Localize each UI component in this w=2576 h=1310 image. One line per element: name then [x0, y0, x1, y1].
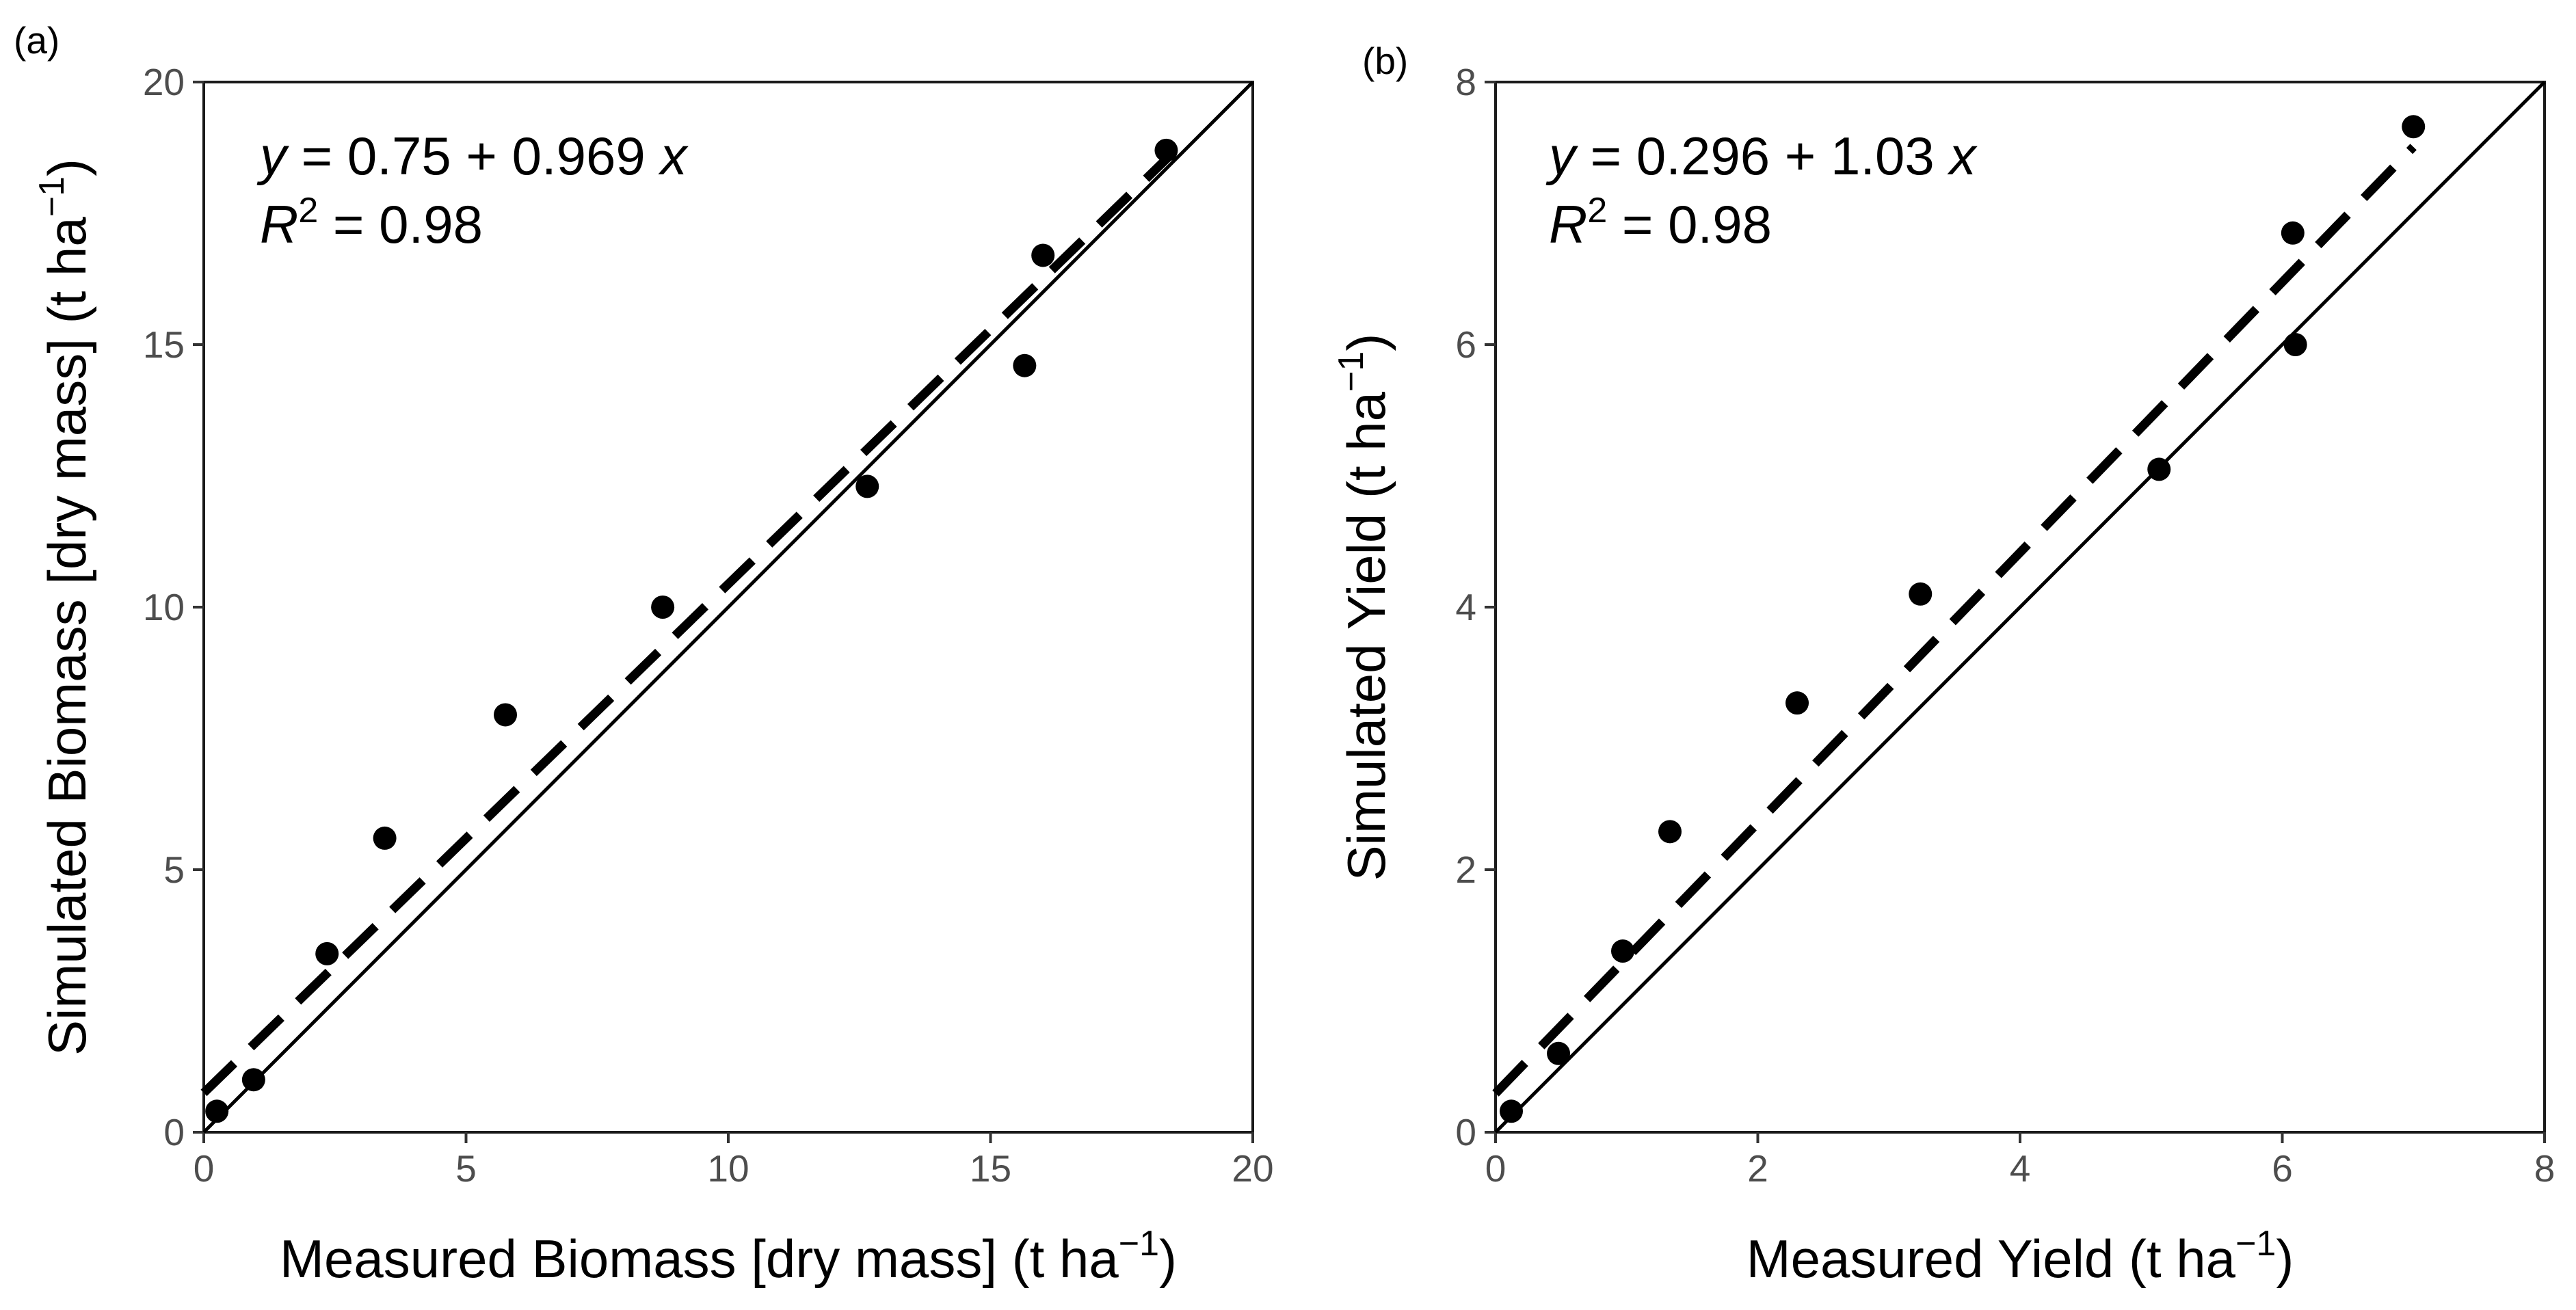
- panel-b-x-tick-label: 0: [1485, 1147, 1506, 1190]
- panel-a: (a) 0 5 10 15 20 0 5 10 15 20 y = 0.75 + 0.969 x…: [14, 19, 1274, 1289]
- panel-b-y-tick-label: 6: [1455, 323, 1476, 366]
- panel-a-x-tick-label: 15: [970, 1147, 1011, 1190]
- panel-a-data-point: [1031, 243, 1055, 267]
- panel-b-data-point: [1785, 691, 1809, 715]
- panel-b-lines: [1492, 81, 2546, 1134]
- panel-a-data-point: [494, 703, 518, 727]
- panel-a-data-point: [855, 474, 879, 498]
- panel-a-data-point: [373, 826, 397, 850]
- panel-a-data-point: [1154, 138, 1178, 162]
- panel-b-xlabel-text: Measured Yield (t ha: [1747, 1229, 2236, 1289]
- panel-a-y-axis-title: Simulated Biomass [dry mass] (t ha−1): [32, 159, 97, 1056]
- panel-b-y-axis-title: Simulated Yield (t ha−1): [1331, 334, 1396, 881]
- panel-b-eq-x: x: [1946, 126, 1978, 186]
- panel-a-x-axis-title: Measured Biomass [dry mass] (t ha−1): [280, 1224, 1177, 1289]
- panel-a-lines: [200, 81, 1254, 1134]
- panel-a-points: [205, 138, 1178, 1123]
- panel-b-data-point: [2147, 457, 2171, 481]
- panel-b-ylabel-close: ): [1336, 334, 1396, 351]
- panel-b-xlabel-sup: −1: [2235, 1224, 2276, 1264]
- panel-b-data-point: [1909, 582, 1933, 606]
- panel-b-xlabel-close: ): [2276, 1229, 2294, 1289]
- panel-a-r2-letter: R: [260, 194, 298, 254]
- panel-b-y-tick-label: 2: [1455, 848, 1476, 891]
- panel-b-x-tick-label: 8: [2534, 1147, 2555, 1190]
- panel-a-r2: R2 = 0.98: [260, 191, 483, 254]
- panel-b-points: [1500, 115, 2426, 1123]
- panel-b-ylabel-sup: −1: [1331, 351, 1371, 392]
- panel-a-y-ticks: 0 5 10 15 20: [143, 61, 204, 1153]
- panel-a-y-tick-label: 15: [143, 323, 185, 366]
- panel-b-y-tick-label: 4: [1455, 586, 1476, 628]
- panel-a-data-point: [315, 941, 339, 965]
- panel-b-r2-letter: R: [1549, 194, 1587, 254]
- panel-b-label: (b): [1362, 40, 1408, 82]
- panel-a-x-tick-label: 5: [455, 1147, 477, 1190]
- panel-b-r2: R2 = 0.98: [1549, 191, 1772, 254]
- panel-a-ylabel-close: ): [37, 159, 97, 176]
- panel-a-eq-y: y: [256, 126, 289, 186]
- panel-b-eq-y: y: [1545, 126, 1578, 186]
- panel-b-equation: y = 0.296 + 1.03 x: [1545, 126, 1978, 186]
- panel-b-regression-line: [1492, 144, 2417, 1097]
- panel-a-regression-line: [200, 153, 1172, 1097]
- panel-a-x-tick-label: 0: [194, 1147, 215, 1190]
- panel-a-y-tick-label: 5: [163, 848, 185, 891]
- panel-a-r2-value: = 0.98: [318, 194, 483, 254]
- panel-a-ylabel-text: Simulated Biomass [dry mass] (t ha: [37, 217, 97, 1056]
- panel-b-eq-part: = 0.296 + 1.03: [1576, 126, 1949, 186]
- panel-b-r2-value: = 0.98: [1607, 194, 1772, 254]
- panel-b-y-ticks: 0 2 4 6 8: [1455, 61, 1496, 1153]
- panel-b-identity-line: [1494, 81, 2546, 1134]
- panel-b-r2-sup: 2: [1587, 191, 1607, 230]
- panel-a-xlabel-sup: −1: [1119, 1224, 1159, 1264]
- panel-b-x-tick-label: 6: [2272, 1147, 2293, 1190]
- panel-b-x-tick-label: 2: [1747, 1147, 1768, 1190]
- panel-a-x-tick-label: 10: [707, 1147, 749, 1190]
- panel-b-y-tick-label: 8: [1455, 61, 1476, 103]
- panel-a-eq-part: = 0.75 + 0.969: [287, 126, 660, 186]
- panel-a-data-point: [1013, 353, 1037, 377]
- panel-b-x-axis-title: Measured Yield (t ha−1): [1747, 1224, 2294, 1289]
- panel-a-y-tick-label: 0: [163, 1111, 185, 1153]
- panel-b-x-ticks: 0 2 4 6 8: [1485, 1132, 2555, 1190]
- panel-b-y-tick-label: 0: [1455, 1111, 1476, 1153]
- panel-b-x-tick-label: 4: [2010, 1147, 2031, 1190]
- panel-a-y-tick-label: 10: [143, 586, 185, 628]
- panel-b-ylabel-text: Simulated Yield (t ha: [1336, 391, 1396, 881]
- panel-a-data-point: [651, 596, 675, 619]
- panel-a-identity-line: [202, 81, 1254, 1134]
- panel-a-y-tick-label: 20: [143, 61, 185, 103]
- panel-a-xlabel-text: Measured Biomass [dry mass] (t ha: [280, 1229, 1119, 1289]
- panel-a-r2-sup: 2: [298, 191, 318, 230]
- panel-b-data-point: [1658, 820, 1682, 844]
- panel-a-x-ticks: 0 5 10 15 20: [194, 1132, 1274, 1190]
- panel-b-data-point: [2283, 333, 2307, 356]
- panel-a-equation: y = 0.75 + 0.969 x: [256, 126, 689, 186]
- panel-b-data-point: [2402, 115, 2426, 139]
- panel-a-label: (a): [14, 19, 59, 62]
- panel-b-data-point: [1500, 1099, 1524, 1123]
- panel-a-data-point: [205, 1099, 229, 1123]
- panel-b-data-point: [1547, 1041, 1571, 1065]
- panel-a-x-tick-label: 20: [1232, 1147, 1273, 1190]
- panel-b-data-point: [1610, 939, 1634, 963]
- panel-b-data-point: [2281, 221, 2305, 245]
- panel-a-data-point: [241, 1068, 265, 1092]
- panel-a-ylabel-sup: −1: [32, 176, 72, 217]
- panel-a-xlabel-close: ): [1159, 1229, 1177, 1289]
- panel-a-eq-x: x: [657, 126, 689, 186]
